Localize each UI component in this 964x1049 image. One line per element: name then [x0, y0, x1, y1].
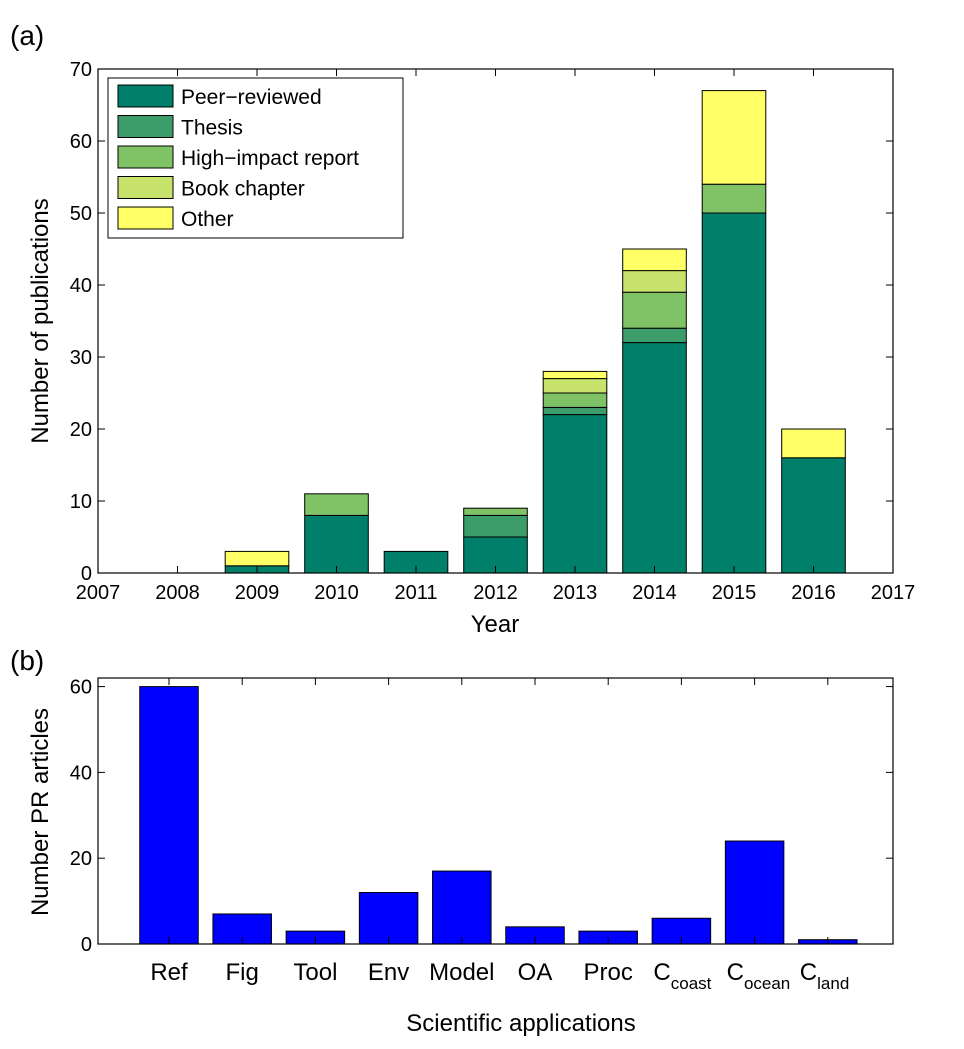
legend-swatch — [117, 84, 174, 108]
x-tick-label: 2015 — [712, 582, 757, 604]
x-tick-label: 2017 — [871, 582, 916, 604]
panel-b-ylabel: Number PR articles — [27, 708, 54, 916]
panel-a-ticks: 2007 2008 2009 2010 2011 2012 2013 2014 2015 2016… — [70, 59, 916, 604]
x-tick-label: Ccoast — [653, 959, 711, 993]
y-tick-label: 30 — [70, 347, 92, 369]
y-tick-label: 0 — [81, 563, 92, 585]
bar-model — [432, 870, 492, 945]
legend-swatch — [117, 206, 174, 230]
panel-a-bars — [224, 90, 846, 574]
legend-swatch — [117, 115, 174, 138]
legend-swatch — [117, 145, 174, 169]
bar-2013-thesis — [542, 406, 608, 416]
y-tick-label: 40 — [70, 275, 92, 297]
bar-2014-thesis — [622, 327, 687, 344]
bar-2016-other — [781, 428, 846, 459]
panel-a-chart: (a) 2007 2008 2009 2010 2011 2012 2013 2014 2015… — [10, 20, 915, 638]
bar-2014-high-impact-report — [622, 291, 687, 329]
y-tick-label: 60 — [70, 131, 92, 153]
x-tick-label: Ref — [150, 959, 188, 986]
x-tick-label: 2010 — [314, 582, 359, 604]
y-tick-label: 40 — [70, 762, 92, 784]
bar-2012-high-impact-report — [463, 507, 528, 516]
bar-2012-thesis — [463, 514, 528, 538]
x-tick-label: 2012 — [473, 582, 518, 604]
bar-2013-high-impact-report — [542, 392, 608, 408]
x-tick-label: 2013 — [553, 582, 598, 604]
legend-label: Thesis — [181, 117, 243, 140]
panel-b-axes-box — [97, 677, 894, 945]
panel-b-ticks: Ref Fig Tool Env Model OA Proc Ccoast Cocean Clan… — [70, 677, 893, 993]
x-tick-label: Model — [429, 959, 494, 986]
panel-a-label: (a) — [10, 20, 44, 51]
legend-swatch — [117, 176, 174, 199]
bar-2016-peer-reviewed — [781, 457, 846, 574]
bar-ref — [139, 686, 199, 945]
bar-2014-peer-reviewed — [622, 342, 687, 574]
legend-label: Book chapter — [181, 178, 305, 201]
panel-b-label: (b) — [10, 645, 44, 676]
legend-label: Peer−reviewed — [181, 86, 322, 109]
panel-a-legend: Peer−reviewed Thesis High−impact report Boo… — [107, 77, 404, 239]
panel-b-xlabel: Scientific applications — [406, 1010, 635, 1037]
panel-b-bars — [139, 686, 858, 945]
legend-label: Other — [181, 208, 234, 231]
y-tick-label: 50 — [70, 203, 92, 225]
x-tick-label: 2009 — [235, 582, 280, 604]
x-tick-label: Cocean — [727, 959, 791, 993]
x-tick-label: OA — [518, 959, 553, 986]
panel-a-ylabel: Number of publications — [27, 198, 54, 443]
bar-2015-other — [701, 90, 767, 185]
bar-2013-other — [542, 370, 608, 380]
x-tick-label: Cland — [800, 959, 849, 993]
legend-label: High−impact report — [181, 147, 359, 170]
bar-2013-book-chapter — [542, 378, 608, 394]
x-tick-label: Env — [368, 959, 409, 986]
x-tick-label: Proc — [584, 959, 633, 986]
y-tick-label: 10 — [70, 491, 92, 513]
bar-2014-other — [622, 248, 687, 272]
y-tick-label: 20 — [70, 419, 92, 441]
bar-2015-peer-reviewed — [701, 212, 767, 574]
bar-2015-high-impact-report — [701, 183, 767, 214]
y-tick-label: 70 — [70, 59, 92, 81]
x-tick-label: 2011 — [394, 582, 437, 604]
x-tick-label: Fig — [226, 959, 259, 986]
bar-cocean — [724, 840, 785, 945]
y-tick-label: 20 — [70, 848, 92, 870]
y-tick-label: 60 — [70, 677, 92, 699]
y-tick-label: 0 — [81, 934, 92, 956]
x-tick-label: 2008 — [155, 582, 200, 604]
panel-a-xlabel: Year — [471, 611, 520, 638]
bar-2010-high-impact-report — [304, 493, 369, 516]
x-tick-label: Tool — [293, 959, 337, 986]
bar-2014-book-chapter — [622, 270, 687, 293]
panel-b-chart: (b) Ref Fig Tool Env Model OA Proc Ccoast Cocean… — [10, 645, 894, 1037]
bar-2010-peer-reviewed — [304, 514, 369, 574]
bar-2009-other — [224, 550, 290, 567]
x-tick-label: 2016 — [791, 582, 836, 604]
x-tick-label: 2007 — [76, 582, 121, 604]
bar-2013-peer-reviewed — [542, 414, 608, 574]
bar-env — [358, 892, 419, 945]
x-tick-label: 2014 — [632, 582, 677, 604]
